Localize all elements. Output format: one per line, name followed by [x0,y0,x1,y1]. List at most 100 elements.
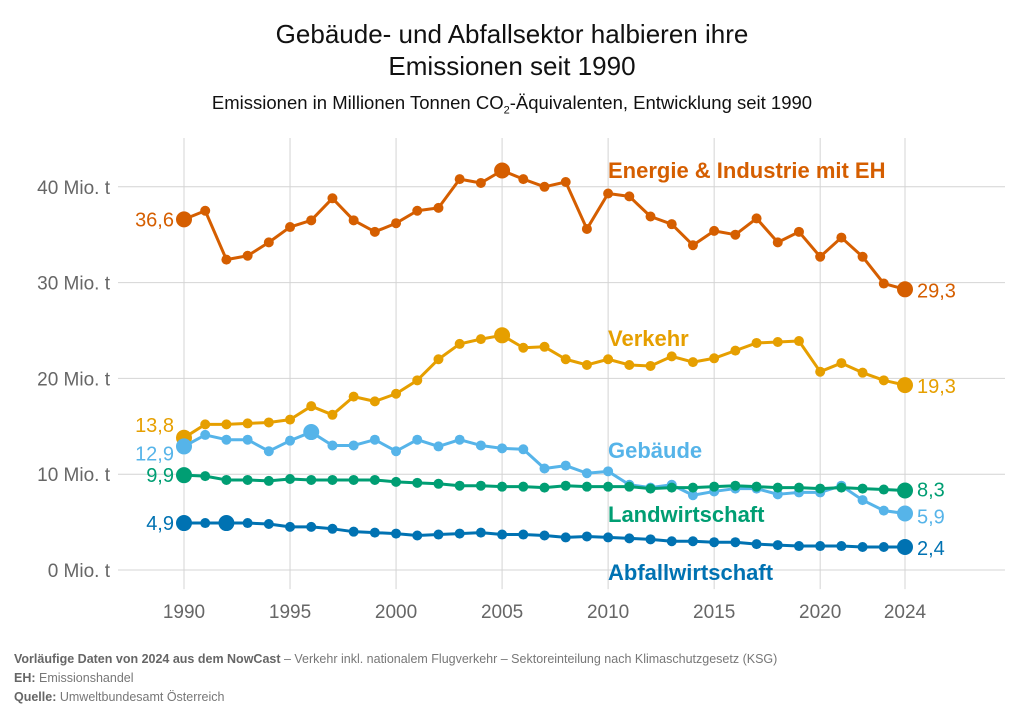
data-point [897,505,913,522]
data-point [836,541,847,552]
series-3: 9,9 8,3 Landwirtschaft [146,465,945,527]
data-point [263,446,274,457]
data-point [348,391,359,402]
start-value-label: 36,6 [135,209,174,231]
data-point [497,529,508,540]
data-point [327,474,338,485]
data-point [200,419,211,430]
series-4: 4,9 2,4 Abfallwirtschaft [146,513,945,585]
data-point [412,530,423,541]
data-point [412,375,423,386]
data-point [687,482,698,493]
data-point [836,232,847,243]
data-point [433,202,444,213]
data-point [391,476,402,487]
data-point [306,521,317,532]
series-name-label: Verkehr [608,326,689,351]
data-point [815,251,826,262]
data-point [369,474,380,485]
data-point [666,536,677,547]
data-point [687,490,698,501]
data-point [624,359,635,370]
data-point [327,193,338,204]
data-point [560,480,571,491]
data-point [897,482,913,499]
title-line-2: Emissionen seit 1990 [388,51,636,81]
data-point [200,429,211,440]
data-point [581,223,592,234]
data-point [560,532,571,543]
data-point [242,418,253,429]
data-point [494,327,511,344]
data-point [518,481,529,492]
data-point [730,537,741,548]
data-point [857,483,868,494]
data-point [518,444,529,455]
title-line-1: Gebäude- und Abfallsektor halbieren ihre [275,19,749,49]
data-point [730,229,741,240]
data-point [793,226,804,237]
data-point [518,529,529,540]
data-point [793,541,804,552]
data-point [645,534,656,545]
data-point [306,474,317,485]
data-point [494,162,511,179]
x-tick-label: 2020 [799,602,841,623]
data-point [645,360,656,371]
footer-abbreviation: EH: Emissionshandel [14,671,134,685]
data-point [581,531,592,542]
data-point [751,337,762,348]
data-point [897,377,913,394]
data-point [857,542,868,553]
data-point [433,354,444,365]
data-point [327,409,338,420]
data-point [666,482,677,493]
data-point [348,215,359,226]
data-point [857,495,868,506]
data-point [285,473,296,484]
data-point [454,434,465,445]
data-point [218,515,235,532]
data-point [772,336,783,347]
y-tick-label: 0 Mio. t [48,561,111,582]
data-point [497,481,508,492]
data-point [897,539,913,556]
data-point [539,463,550,474]
data-point [836,482,847,493]
data-point [687,240,698,251]
data-point [200,471,211,482]
data-point [751,213,762,224]
subtitle-text-end: -Äquivalenten, Entwicklung seit 1990 [509,92,813,113]
data-point [709,225,720,236]
data-point [603,188,614,199]
data-point [433,441,444,452]
data-point [560,177,571,188]
data-point [327,440,338,451]
series-0: 36,6 29,3 Energie & Industrie mit EH [135,158,956,302]
data-point [391,528,402,539]
data-point [263,475,274,486]
end-value-label: 8,3 [917,479,945,501]
data-point [645,211,656,222]
x-tick-label: 2010 [587,602,629,623]
data-point [793,336,804,347]
data-point [433,478,444,489]
data-point [666,351,677,362]
data-point [263,237,274,248]
data-point [751,481,762,492]
subtitle-text: Emissionen in Millionen Tonnen CO [211,92,504,113]
y-tick-label: 30 Mio. t [37,274,111,295]
data-point [878,505,889,516]
data-point [857,367,868,378]
data-point [815,483,826,494]
data-point [581,468,592,479]
data-point [518,174,529,185]
data-point [475,334,486,345]
data-point [709,353,720,364]
data-point [412,434,423,445]
y-tick-label: 20 Mio. t [37,369,111,390]
data-point [730,345,741,356]
data-point [624,481,635,492]
data-point [878,542,889,553]
data-point [348,440,359,451]
